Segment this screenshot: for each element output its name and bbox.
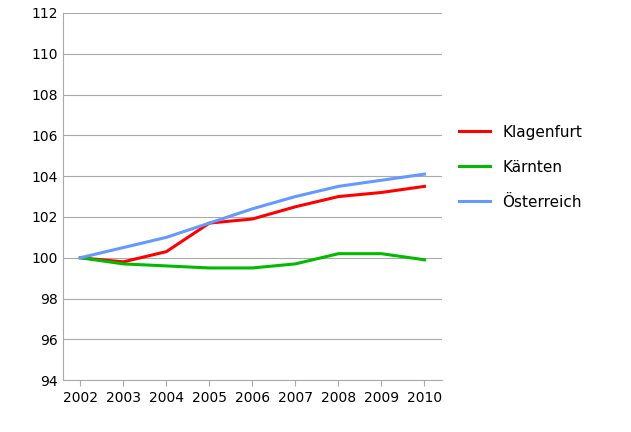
Kärnten	[292, 261, 299, 267]
Kärnten	[119, 261, 127, 267]
Kärnten	[163, 264, 170, 269]
Österreich	[334, 184, 342, 189]
Klagenfurt	[206, 220, 213, 226]
Kärnten	[76, 255, 84, 260]
Kärnten	[421, 257, 428, 262]
Österreich	[249, 206, 256, 211]
Klagenfurt	[119, 259, 127, 264]
Klagenfurt	[163, 249, 170, 254]
Line: Österreich: Österreich	[80, 174, 425, 258]
Klagenfurt	[378, 190, 386, 195]
Österreich	[421, 172, 428, 177]
Klagenfurt	[292, 204, 299, 210]
Klagenfurt	[249, 216, 256, 222]
Österreich	[163, 235, 170, 240]
Kärnten	[334, 251, 342, 256]
Österreich	[292, 194, 299, 199]
Österreich	[119, 245, 127, 250]
Legend: Klagenfurt, Kärnten, Österreich: Klagenfurt, Kärnten, Österreich	[453, 119, 588, 216]
Klagenfurt	[334, 194, 342, 199]
Kärnten	[249, 265, 256, 270]
Österreich	[378, 178, 386, 183]
Österreich	[206, 220, 213, 226]
Österreich	[76, 255, 84, 260]
Klagenfurt	[421, 184, 428, 189]
Kärnten	[206, 265, 213, 270]
Line: Kärnten: Kärnten	[80, 254, 425, 268]
Kärnten	[378, 251, 386, 256]
Line: Klagenfurt: Klagenfurt	[80, 186, 425, 262]
Klagenfurt	[76, 255, 84, 260]
